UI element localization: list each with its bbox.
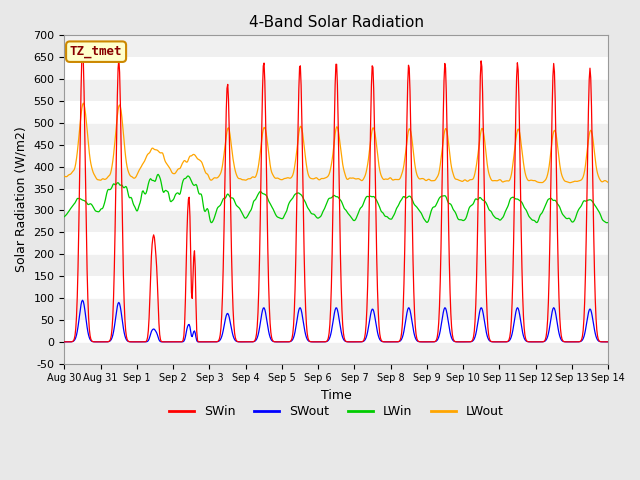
X-axis label: Time: Time: [321, 389, 351, 402]
Bar: [65, 320, 608, 342]
Bar: [65, 145, 608, 167]
Bar: [65, 101, 608, 123]
Bar: [65, 232, 608, 254]
Bar: [65, 210, 608, 232]
Bar: [65, 298, 608, 320]
Title: 4-Band Solar Radiation: 4-Band Solar Radiation: [249, 15, 424, 30]
Bar: [65, 276, 608, 298]
Bar: [65, 167, 608, 189]
Bar: [65, 342, 608, 364]
Bar: [65, 123, 608, 145]
Bar: [65, 254, 608, 276]
Bar: [65, 57, 608, 79]
Bar: [65, 79, 608, 101]
Bar: [65, 189, 608, 210]
Legend: SWin, SWout, LWin, LWout: SWin, SWout, LWin, LWout: [164, 400, 509, 423]
Bar: [65, 36, 608, 57]
Text: TZ_tmet: TZ_tmet: [70, 45, 122, 58]
Y-axis label: Solar Radiation (W/m2): Solar Radiation (W/m2): [15, 127, 28, 273]
